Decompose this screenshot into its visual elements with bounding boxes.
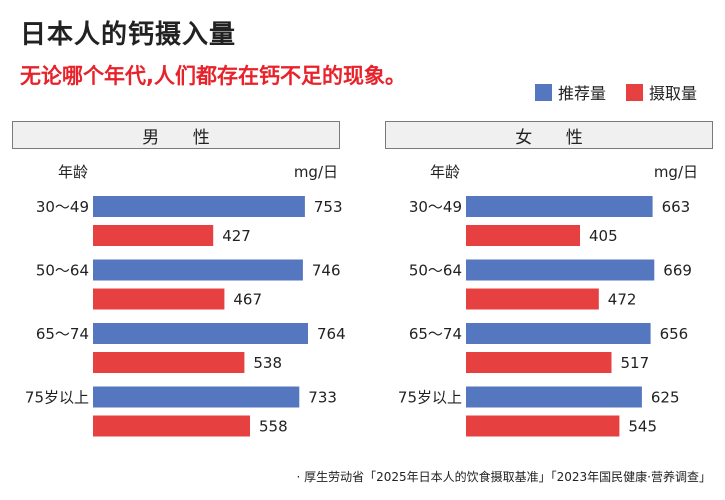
data-label: 656 [660, 325, 689, 343]
chart-legend: 推荐量 摄取量 [535, 80, 697, 104]
bar-intake [93, 352, 245, 373]
y-axis-label: 年龄 [58, 163, 88, 181]
legend-label-intake: 摄取量 [649, 84, 698, 103]
data-label: 538 [253, 354, 282, 372]
bar-intake [93, 225, 214, 246]
category-label: 65〜74 [36, 325, 89, 343]
data-label: 764 [317, 325, 346, 343]
data-label: 467 [233, 291, 262, 309]
category-label: 50〜64 [36, 262, 89, 280]
bar-recommended [93, 323, 308, 344]
data-label: 663 [662, 198, 691, 216]
bar-intake [466, 288, 599, 310]
legend-item-intake: 摄取量 [626, 80, 697, 104]
bar-recommended [93, 259, 303, 281]
category-label: 65〜74 [409, 325, 462, 343]
data-label: 753 [314, 198, 343, 216]
category-label: 30〜49 [409, 198, 462, 216]
legend-item-recommended: 推荐量 [535, 80, 606, 104]
panel-title-female: 女 性 [385, 121, 713, 149]
data-label: 545 [628, 418, 657, 436]
bar-recommended [93, 196, 305, 217]
bar-intake [93, 288, 225, 310]
bar-intake [466, 415, 620, 437]
data-label: 517 [621, 354, 650, 372]
y-axis-label: 年龄 [430, 163, 460, 181]
data-label: 625 [651, 389, 680, 407]
category-label: 75岁以上 [398, 389, 462, 407]
legend-swatch-intake [626, 83, 644, 101]
data-label: 427 [222, 227, 251, 245]
category-label: 75岁以上 [25, 389, 89, 407]
bar-recommended [466, 323, 651, 344]
data-label: 669 [663, 262, 692, 280]
bar-recommended [466, 196, 653, 217]
legend-swatch-recommended [535, 83, 552, 101]
bar-intake [466, 225, 580, 246]
page-subtitle: 无论哪个年代,人们都存在钙不足的现象。 [20, 64, 406, 88]
legend-label-recommended: 推荐量 [558, 84, 607, 103]
x-axis-unit-label: mg/日 [654, 163, 698, 181]
source-note: · 厚生劳动省「2025年日本人的饮食摄取基准」「2023年国民健康·营养调查」 [296, 470, 711, 484]
bar-recommended [93, 386, 300, 408]
data-label: 733 [308, 389, 337, 407]
category-label: 50〜64 [409, 262, 462, 280]
bar-recommended [466, 259, 655, 281]
data-label: 558 [259, 418, 288, 436]
bar-recommended [466, 386, 642, 408]
category-label: 30〜49 [36, 198, 89, 216]
data-label: 405 [589, 227, 618, 245]
data-label: 746 [312, 262, 341, 280]
data-label: 472 [608, 291, 637, 309]
page-title: 日本人的钙摄入量 [20, 20, 237, 50]
bar-intake [93, 415, 250, 437]
panel-title-male: 男 性 [12, 121, 340, 149]
x-axis-unit-label: mg/日 [294, 163, 338, 181]
bar-intake [466, 352, 612, 373]
